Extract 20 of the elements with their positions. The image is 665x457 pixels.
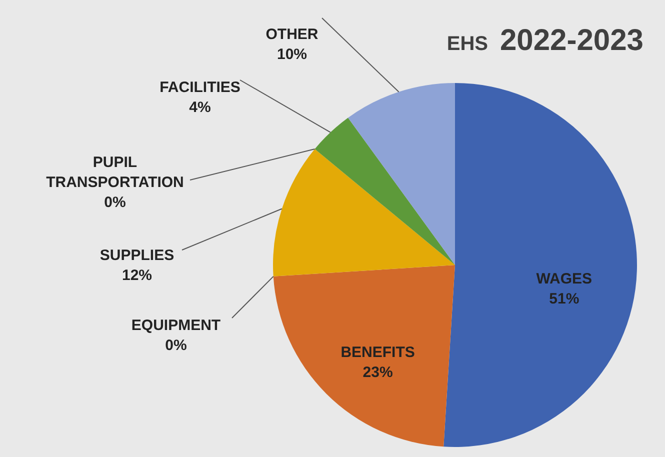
pie-slice	[444, 83, 637, 447]
data-label: 4%	[189, 99, 211, 116]
slice-label: OTHER	[266, 26, 318, 43]
category-label: EQUIPMENT	[131, 317, 221, 334]
pie-slice	[348, 83, 455, 265]
data-label: 10%	[276, 46, 308, 63]
pie-slice	[273, 265, 455, 447]
slice-label: FACILITIES	[160, 79, 240, 96]
data-label: 23%	[362, 364, 393, 382]
chart-title: EHS 2022-2023	[446, 24, 644, 57]
data-label: 51%	[549, 290, 580, 308]
slice-label: SUPPLIES	[100, 247, 174, 264]
slice-label: BENEFITS	[340, 344, 415, 362]
slice-label: WAGES	[536, 270, 592, 288]
pie-slice	[314, 118, 455, 265]
text: 0%	[104, 194, 126, 211]
data-label: 12%	[122, 267, 152, 284]
text: 0%	[165, 337, 187, 354]
category-label: PUPIL TRANSPORTATION	[46, 154, 184, 191]
pie-slice	[273, 148, 455, 276]
